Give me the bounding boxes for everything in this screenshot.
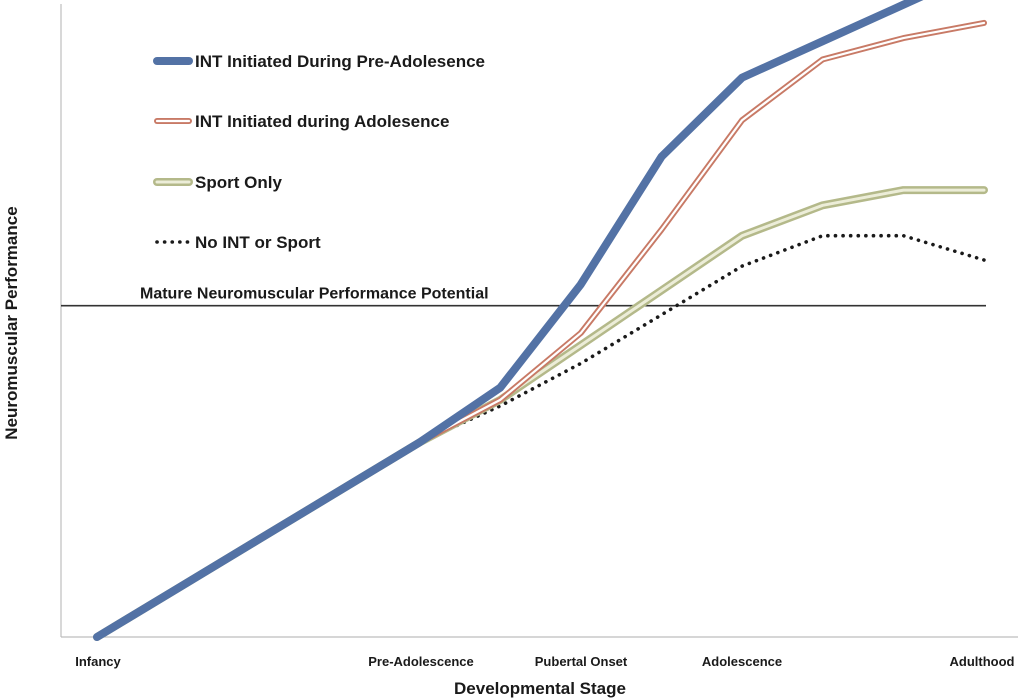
series-line-olive-inner [95,188,986,639]
series-line-blue [93,0,924,641]
x-tick-label: Pre-Adolescence [368,654,474,669]
legend-item: Sport Only [153,173,282,192]
series-line-dotted [95,233,986,639]
legend: INT Initiated During Pre-Adolesence INT I… [153,52,485,252]
x-tick-label: Adolescence [702,654,782,669]
legend-label: Sport Only [195,173,282,192]
series-group [93,0,988,641]
series-thick-blue [93,0,924,641]
legend-item: INT Initiated during Adolesence [154,112,449,131]
reference-line-group: Mature Neuromuscular Performance Potenti… [61,286,986,307]
series-dotted-black [95,233,986,639]
legend-label: INT Initiated During Pre-Adolesence [195,52,485,71]
legend-label: No INT or Sport [195,233,321,252]
x-tick-label: Adulthood [950,654,1015,669]
legend-label: INT Initiated during Adolesence [195,112,449,131]
y-axis-title: Neuromuscular Performance [2,206,21,439]
series-line-olive [93,186,988,641]
x-axis-title: Developmental Stage [454,679,626,698]
x-tick-labels: Infancy Pre-Adolescence Pubertal Onset Adol… [75,654,1014,669]
x-tick-label: Pubertal Onset [535,654,628,669]
axes [60,4,1018,638]
reference-line-label: Mature Neuromuscular Performance Potenti… [140,286,489,303]
legend-item: INT Initiated During Pre-Adolesence [153,52,485,71]
series-olive-double [93,186,988,641]
legend-item: No INT or Sport [155,233,321,252]
x-tick-label: Infancy [75,654,121,669]
